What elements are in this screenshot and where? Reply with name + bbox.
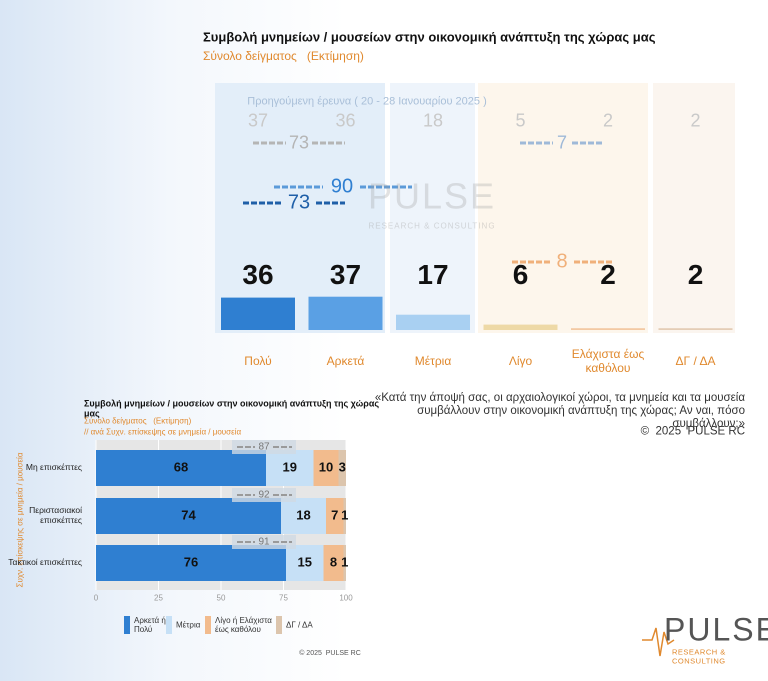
value-label: 2 — [600, 258, 616, 290]
bar — [658, 328, 733, 330]
value-label: 10 — [318, 459, 334, 475]
total-label: 91 — [258, 536, 270, 548]
logo-tagline: RESEARCH & CONSULTING — [672, 647, 726, 665]
value-label: 19 — [282, 459, 297, 475]
previous-total: 73 — [288, 132, 310, 153]
logo-name: PULSE — [664, 611, 768, 648]
category-label: Μη επισκέπτες — [25, 462, 82, 473]
value-label: 68 — [173, 459, 189, 475]
total-box — [232, 535, 296, 549]
legend-label: Λίγο ή Ελάχιστα έως καθόλου — [215, 615, 272, 634]
bar-segment — [281, 498, 326, 534]
category-label: Περιστασιακοί επισκέπτες — [29, 505, 82, 525]
legend-swatch — [205, 616, 211, 634]
value-label: 36 — [242, 258, 274, 290]
value-label: 1 — [341, 554, 349, 570]
x-tick-label: 100 — [339, 593, 353, 603]
category-label: Τακτικοί επισκέπτες — [8, 557, 82, 568]
bar-segment — [343, 545, 346, 581]
copyright: © 2025 PULSE RC — [299, 649, 361, 657]
legend-swatch — [124, 616, 130, 634]
legend-swatch — [276, 616, 282, 634]
panel-bg — [653, 83, 735, 333]
panel-bg — [215, 83, 385, 333]
bar — [221, 297, 295, 330]
bar-segment — [96, 545, 286, 581]
category-label: ΔΓ / ΔΑ — [675, 354, 716, 369]
value-label: 37 — [329, 258, 362, 290]
bar — [571, 328, 645, 330]
x-tick-label: 75 — [279, 593, 288, 603]
value-label: 17 — [417, 258, 449, 290]
legend-label: ΔΓ / ΔΑ — [286, 620, 313, 630]
bar-segment — [96, 498, 281, 534]
category-label: Λίγο — [508, 354, 533, 369]
value-label: 7 — [331, 507, 339, 523]
chart-subtitle: Σύνολο δείγματος (Εκτίμηση) — [203, 49, 364, 64]
bar-segment — [338, 450, 346, 486]
total-box — [232, 488, 296, 502]
legend-label: Μέτρια — [176, 620, 201, 630]
bar-segment — [326, 498, 344, 534]
previous-value: 2 — [602, 110, 613, 131]
copyright: © 2025 PULSE RC — [640, 425, 745, 438]
legend-label: Αρκετά ή Πολύ — [134, 615, 166, 634]
value-label: 15 — [297, 554, 312, 570]
value-label: 76 — [183, 554, 199, 570]
bar — [308, 296, 383, 330]
total-label: 87 — [258, 441, 270, 453]
x-tick-label: 0 — [93, 593, 99, 603]
bar — [396, 314, 470, 330]
bar-segment — [343, 498, 346, 534]
previous-value: 36 — [335, 110, 356, 131]
category-label: Ελάχιστα έως καθόλου — [571, 347, 645, 375]
x-tick-label: 25 — [154, 593, 163, 603]
chart-subtitle: // ανά Συχν. επίσκεψης σε μνημεία / μουσ… — [84, 427, 242, 437]
previous-total: 7 — [556, 132, 567, 153]
value-label: 8 — [329, 554, 338, 570]
chart-title: Συμβολή μνημείων / μουσείων στην οικονομ… — [84, 398, 380, 419]
bar-segment — [313, 450, 339, 486]
previous-value: 2 — [690, 110, 701, 131]
bar-segment — [286, 545, 324, 581]
total-box — [232, 440, 296, 454]
total-label: 90 — [330, 175, 354, 198]
total-label: 8 — [556, 250, 568, 273]
previous-value: 18 — [422, 110, 444, 131]
value-label: 74 — [181, 507, 196, 523]
chart-subtitle: Σύνολο δείγματος (Εκτίμηση) — [84, 416, 192, 426]
category-label: Αρκετά — [326, 354, 365, 369]
chart-title: Συμβολή μνημείων / μουσείων στην οικονομ… — [203, 29, 656, 45]
previous-value: 37 — [247, 110, 269, 131]
panel-bg — [390, 83, 475, 333]
bar-segment — [266, 450, 314, 486]
total-label: 73 — [287, 191, 311, 214]
total-label: 92 — [258, 489, 270, 501]
category-label: Μέτρια — [414, 354, 452, 369]
bar — [483, 324, 558, 330]
logo-pulse — [642, 627, 675, 657]
question-text: «Κατά την άποψή σας, οι αρχαιολογικοί χώ… — [374, 392, 745, 431]
value-label: 2 — [687, 258, 704, 290]
category-label: Πολύ — [244, 354, 272, 369]
value-label: 18 — [296, 507, 311, 523]
x-tick-label: 50 — [216, 593, 226, 603]
watermark: PULSE — [367, 175, 497, 217]
panel-bg — [478, 83, 648, 333]
value-label: 1 — [341, 507, 349, 523]
previous-value: 5 — [515, 110, 526, 131]
previous-label: Προηγούμενη έρευνα ( 20 - 28 Ιανουαρίου … — [247, 95, 487, 108]
legend-swatch — [166, 616, 172, 634]
bar-segment — [323, 545, 344, 581]
value-label: 6 — [512, 258, 529, 290]
bar-segment — [96, 450, 266, 486]
value-label: 3 — [338, 459, 346, 475]
watermark-tagline: RESEARCH & CONSULTING — [368, 221, 496, 231]
